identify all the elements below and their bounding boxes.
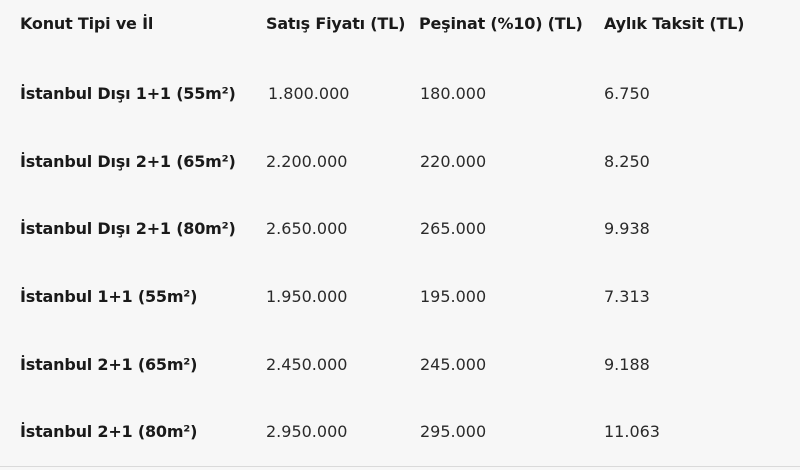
table-row: İstanbul 2+1 (65m²) 2.450.000 245.000 9.… (0, 355, 800, 375)
table-row: İstanbul Dışı 2+1 (80m²) 2.650.000 265.0… (0, 219, 800, 239)
table-header-row: Konut Tipi ve İl Satış Fiyatı (TL) Peşin… (0, 14, 800, 34)
cell-down-payment: 195.000 (420, 287, 487, 306)
cell-monthly-installment: 8.250 (604, 152, 650, 171)
cell-monthly-installment: 11.063 (604, 422, 660, 441)
cell-housing-type: İstanbul 2+1 (65m²) (20, 355, 198, 374)
cell-monthly-installment: 7.313 (604, 287, 650, 306)
table-row: İstanbul Dışı 2+1 (65m²) 2.200.000 220.0… (0, 152, 800, 172)
cell-down-payment: 265.000 (420, 219, 487, 238)
cell-down-payment: 180.000 (420, 84, 487, 103)
table-bottom-divider (0, 466, 800, 467)
header-monthly-installment: Aylık Taksit (TL) (604, 14, 745, 33)
header-sale-price: Satış Fiyatı (TL) (266, 14, 406, 33)
cell-sale-price: 1.950.000 (266, 287, 348, 306)
cell-housing-type: İstanbul Dışı 2+1 (80m²) (20, 219, 236, 238)
cell-down-payment: 295.000 (420, 422, 487, 441)
cell-sale-price: 2.950.000 (266, 422, 348, 441)
cell-sale-price: 1.800.000 (268, 84, 350, 103)
cell-sale-price: 2.650.000 (266, 219, 348, 238)
header-housing-type: Konut Tipi ve İl (20, 14, 154, 33)
cell-housing-type: İstanbul 1+1 (55m²) (20, 287, 198, 306)
table-row: İstanbul 1+1 (55m²) 1.950.000 195.000 7.… (0, 287, 800, 307)
table-row: İstanbul 2+1 (80m²) 2.950.000 295.000 11… (0, 422, 800, 442)
cell-down-payment: 220.000 (420, 152, 487, 171)
table-row: İstanbul Dışı 1+1 (55m²) 1.800.000 180.0… (0, 84, 800, 104)
cell-housing-type: İstanbul Dışı 1+1 (55m²) (20, 84, 236, 103)
cell-housing-type: İstanbul Dışı 2+1 (65m²) (20, 152, 236, 171)
cell-down-payment: 245.000 (420, 355, 487, 374)
cell-sale-price: 2.450.000 (266, 355, 348, 374)
cell-sale-price: 2.200.000 (266, 152, 348, 171)
cell-monthly-installment: 6.750 (604, 84, 650, 103)
cell-monthly-installment: 9.188 (604, 355, 650, 374)
cell-monthly-installment: 9.938 (604, 219, 650, 238)
cell-housing-type: İstanbul 2+1 (80m²) (20, 422, 198, 441)
header-down-payment: Peşinat (%10) (TL) (419, 14, 583, 33)
